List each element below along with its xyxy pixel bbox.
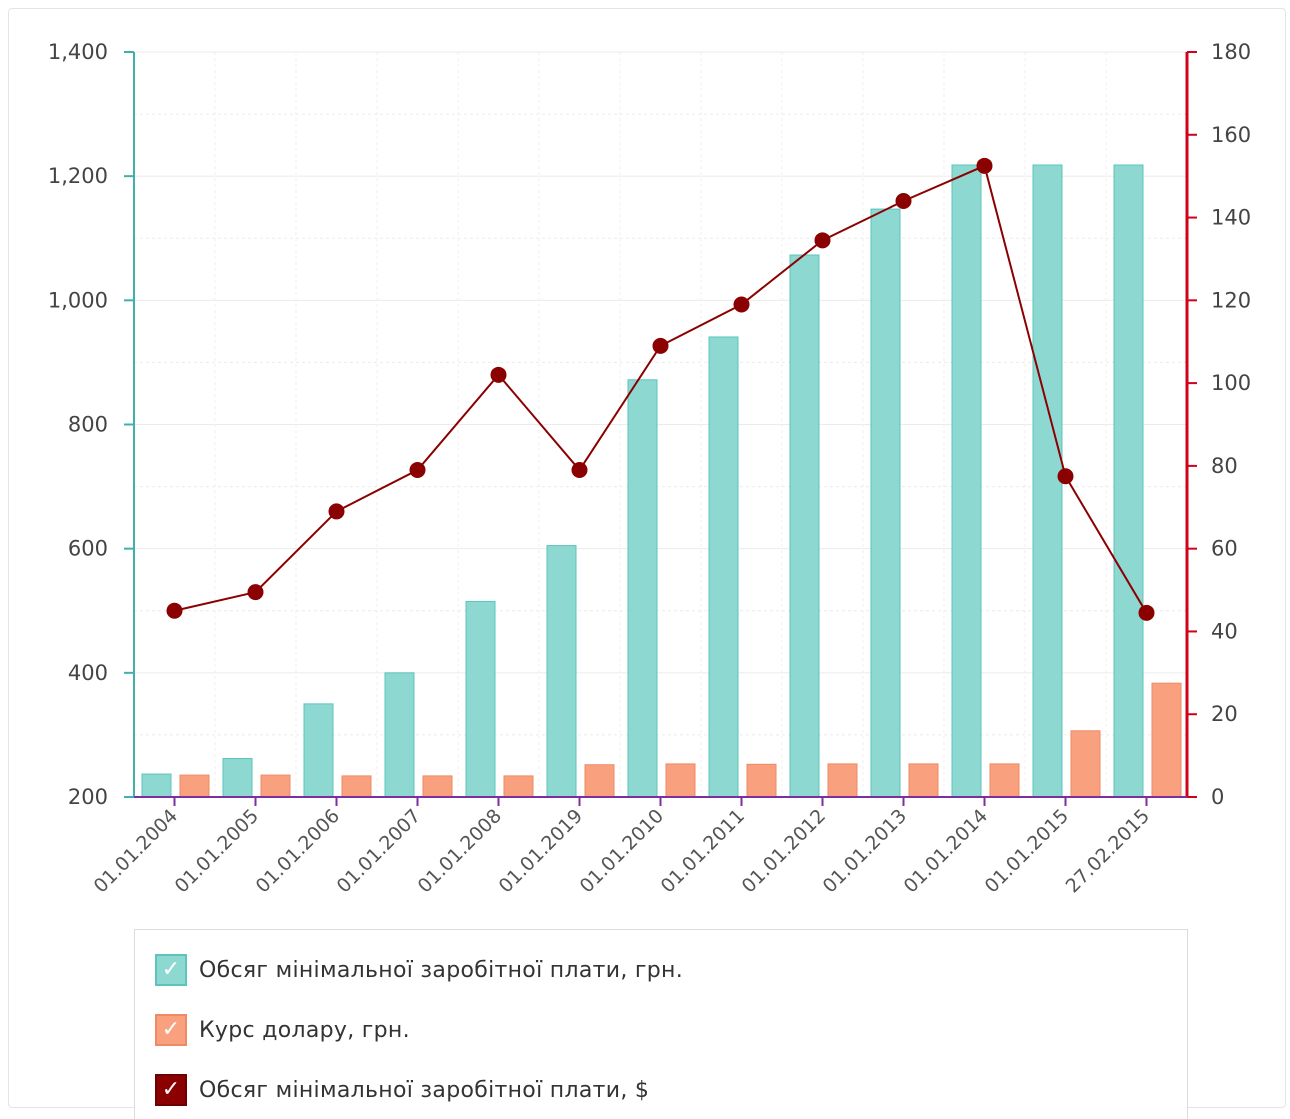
legend-swatch-usd-rate: ✓ (155, 1014, 187, 1046)
x-axis-tick-label: 01.01.2015 (981, 805, 1073, 897)
combo-chart: 200 400 600 800 1,000 1,200 1,400 0 20 40 60 80 100 1… (48, 40, 1251, 897)
check-icon: ✓ (161, 957, 181, 982)
x-axis-tick-label: 01.01.2010 (576, 805, 668, 897)
bar-min-wage-uah (465, 600, 496, 798)
right-axis-tick-label: 100 (1211, 371, 1251, 395)
bar-usd-rate (665, 763, 696, 798)
bar-usd-rate (1151, 682, 1182, 798)
left-axis-tick-label: 1,400 (48, 40, 108, 64)
bar-min-wage-uah (141, 773, 172, 798)
right-axis-tick-label: 0 (1211, 785, 1224, 809)
line-point-min-wage-usd (247, 584, 264, 601)
left-axis-tick-label: 1,200 (48, 164, 108, 188)
line-point-min-wage-usd (490, 366, 507, 383)
line-point-min-wage-usd (652, 337, 669, 354)
check-icon: ✓ (161, 1017, 181, 1042)
bar-usd-rate (260, 774, 291, 798)
line-point-min-wage-usd (1138, 604, 1155, 621)
right-axis-tick-label: 80 (1211, 454, 1238, 478)
line-point-min-wage-usd (328, 503, 345, 520)
line-point-min-wage-usd (733, 296, 750, 313)
bar-min-wage-uah (1032, 164, 1063, 798)
line-point-min-wage-usd (976, 157, 993, 174)
x-axis-tick-label: 01.01.2007 (333, 805, 425, 897)
line-point-min-wage-usd (166, 602, 183, 619)
x-axis-tick-label: 01.01.2004 (90, 805, 182, 897)
right-axis-tick-label: 40 (1211, 619, 1238, 643)
bar-min-wage-uah (951, 164, 982, 798)
bar-usd-rate (827, 763, 858, 798)
right-axis-tick-label: 60 (1211, 537, 1238, 561)
left-axis-tick-label: 600 (68, 537, 108, 561)
left-axis-tick-label: 800 (68, 413, 108, 437)
right-axis-tick-label: 140 (1211, 206, 1251, 230)
legend-label: Обсяг мінімальної заробітної плати, $ (199, 1077, 650, 1103)
x-axis-tick-label: 01.01.2005 (171, 805, 263, 897)
x-axis-tick-label: 01.01.2008 (414, 805, 506, 897)
left-axis-tick-label: 1,000 (48, 288, 108, 312)
x-axis-tick-label: 01.01.2012 (738, 805, 830, 897)
x-axis-tick-label: 27.02.2015 (1062, 805, 1154, 897)
x-axis-tick-label: 01.01.2014 (900, 805, 992, 897)
line-point-min-wage-usd (895, 193, 912, 209)
bar-usd-rate (746, 763, 777, 798)
legend-label: Обсяг мінімальної заробітної плати, грн. (199, 957, 684, 983)
legend-item-min-wage-usd[interactable]: ✓ Обсяг мінімальної заробітної плати, $ (155, 1070, 649, 1110)
line-point-min-wage-usd (409, 462, 426, 479)
bar-usd-rate (989, 763, 1020, 798)
check-icon: ✓ (161, 1077, 181, 1102)
legend-item-usd-rate[interactable]: ✓ Курс долару, грн. (155, 1010, 410, 1050)
legend-item-min-wage-uah[interactable]: ✓ Обсяг мінімальної заробітної плати, гр… (155, 950, 683, 990)
bar-min-wage-uah (303, 703, 334, 798)
bar-min-wage-uah (708, 336, 739, 798)
legend: ✓ Обсяг мінімальної заробітної плати, гр… (134, 929, 1188, 1119)
x-axis-tick-label: 01.01.2006 (252, 805, 344, 897)
x-axis-tick-label: 01.01.2011 (657, 805, 749, 897)
bar-min-wage-uah (546, 545, 577, 798)
bar-usd-rate (422, 775, 453, 798)
legend-swatch-min-wage-usd: ✓ (155, 1074, 187, 1106)
legend-label: Курс долару, грн. (199, 1017, 410, 1043)
line-point-min-wage-usd (1057, 468, 1074, 485)
bar-usd-rate (503, 775, 534, 798)
x-axis-tick-label: 01.01.2013 (819, 805, 911, 897)
line-min-wage-usd (174, 164, 1148, 614)
left-axis-tick-label: 200 (68, 785, 108, 809)
right-axis-tick-label: 20 (1211, 702, 1238, 726)
x-axis-tick-label: 01.01.2019 (495, 805, 587, 897)
bar-min-wage-uah (222, 758, 253, 798)
line-point-min-wage-usd (814, 232, 831, 249)
legend-swatch-min-wage-uah: ✓ (155, 954, 187, 986)
bar-usd-rate (908, 763, 939, 798)
bar-usd-rate (584, 764, 615, 798)
bar-min-wage-uah (627, 379, 658, 798)
right-axis-tick-label: 160 (1211, 123, 1251, 147)
bar-usd-rate (179, 774, 210, 798)
bar-min-wage-uah (384, 672, 415, 798)
line-point-min-wage-usd (571, 462, 588, 479)
right-axis-tick-label: 120 (1211, 288, 1251, 312)
bar-min-wage-uah (1113, 164, 1144, 798)
right-axis-tick-label: 180 (1211, 40, 1251, 64)
bar-min-wage-uah (870, 208, 901, 798)
bar-usd-rate (1070, 730, 1101, 798)
bar-usd-rate (341, 775, 372, 798)
left-axis-tick-label: 400 (68, 661, 108, 685)
bar-min-wage-uah (789, 254, 820, 798)
